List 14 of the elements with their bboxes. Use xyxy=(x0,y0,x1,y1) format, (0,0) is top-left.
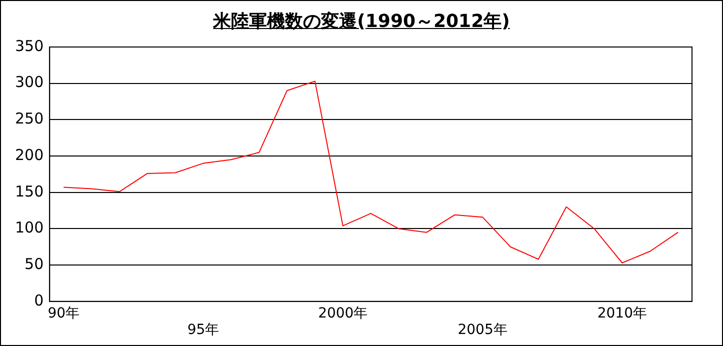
y-tick-label: 50 xyxy=(24,254,44,273)
y-tick-label: 200 xyxy=(14,146,44,164)
y-tick-label: 250 xyxy=(14,110,44,128)
y-tick-label: 150 xyxy=(14,182,44,200)
y-tick-label: 300 xyxy=(14,73,44,92)
y-tick-label: 100 xyxy=(14,218,44,237)
x-tick-label: 90年 xyxy=(48,305,80,322)
y-tick-label: 0 xyxy=(34,291,44,310)
x-tick-label: 2010年 xyxy=(597,305,647,322)
x-tick-label: 2000年 xyxy=(318,305,368,322)
chart-title: 米陸軍機数の変遷(1990～2012年) xyxy=(212,10,511,33)
x-tick-label: 2005年 xyxy=(458,322,508,338)
x-tick-label: 95年 xyxy=(187,322,220,338)
y-tick-label: 350 xyxy=(14,36,44,55)
